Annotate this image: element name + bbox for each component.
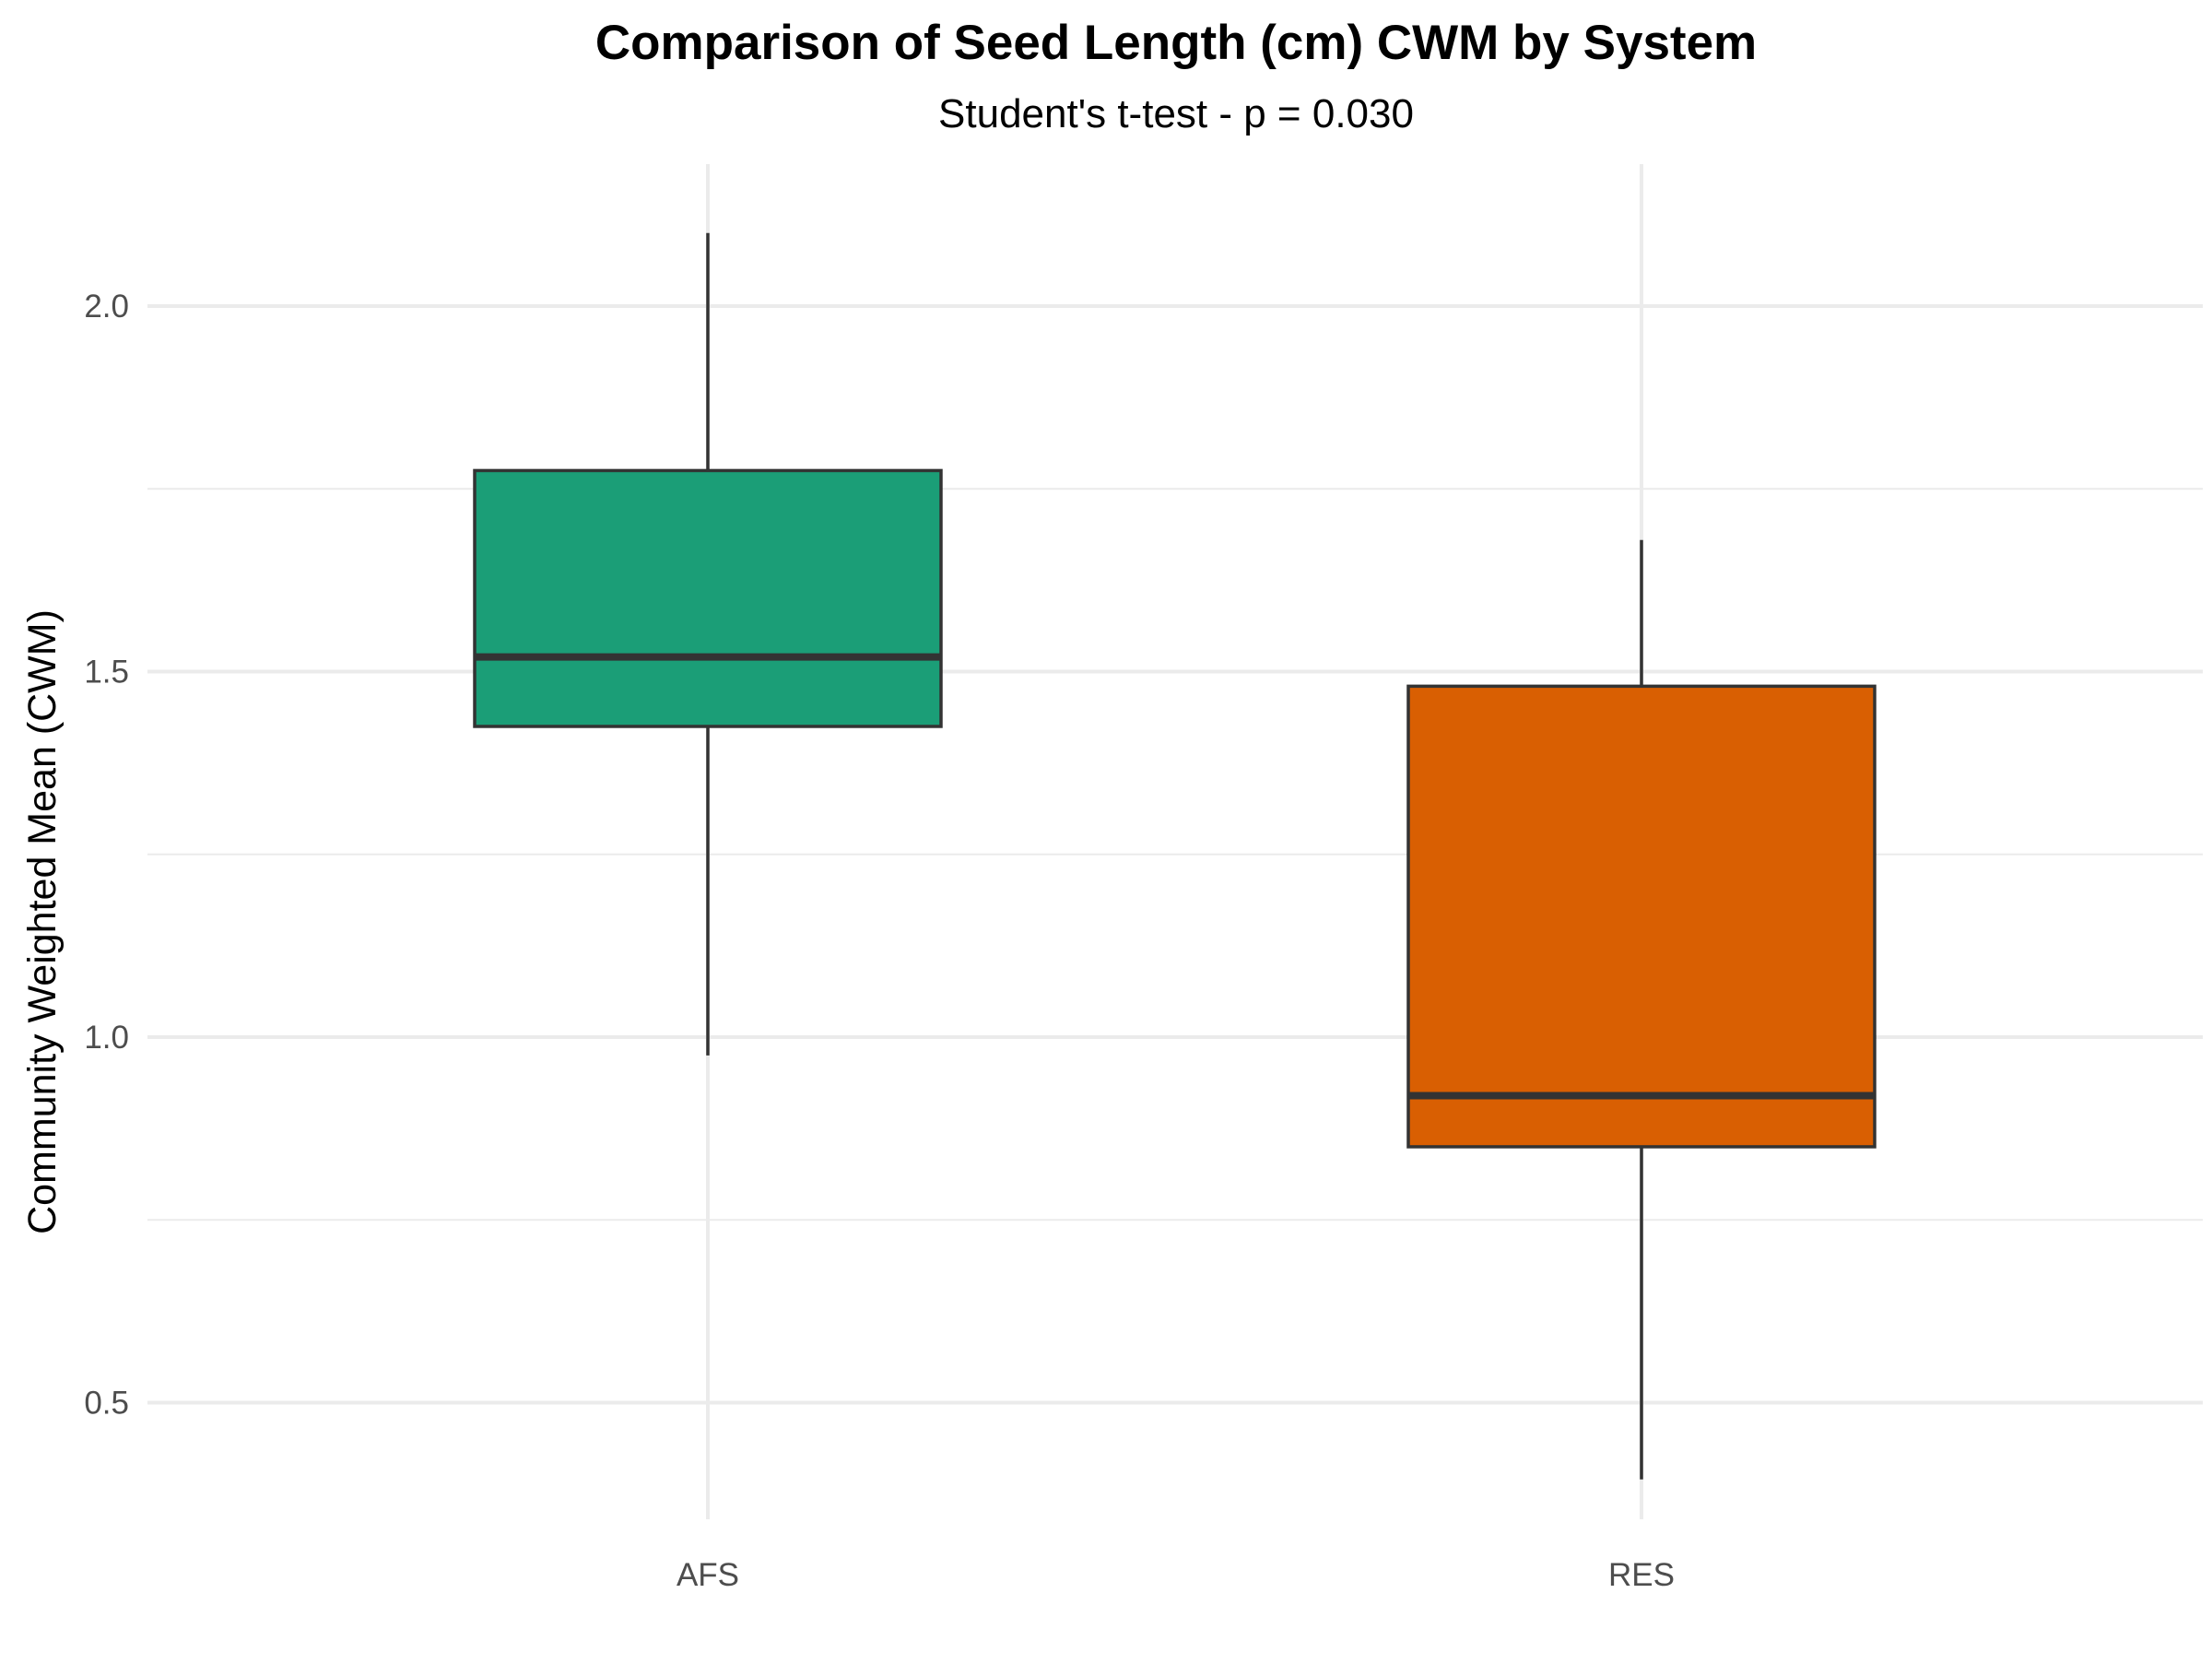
grid-lines xyxy=(147,164,2203,1519)
y-tick-label: 1.5 xyxy=(84,655,129,690)
boxes xyxy=(473,232,1877,1480)
x-tick-label: RES xyxy=(1608,1557,1675,1593)
iqr-box xyxy=(1406,684,1877,1149)
box-afs xyxy=(473,232,943,1056)
y-tick-label: 1.0 xyxy=(84,1020,129,1056)
y-tick-label: 2.0 xyxy=(84,289,129,325)
iqr-box xyxy=(473,468,943,728)
x-tick-label: AFS xyxy=(677,1557,739,1593)
box-res xyxy=(1406,539,1877,1480)
y-tick-label: 0.5 xyxy=(84,1386,129,1422)
y-axis-label: Community Weighted Mean (CWM) xyxy=(20,609,65,1234)
chart-subtitle: Student's t-test - p = 0.030 xyxy=(938,91,1414,136)
tick-labels: 0.5 1.0 1.5 2.0 AFS RES xyxy=(84,289,1675,1593)
chart-title: Comparison of Seed Length (cm) CWM by Sy… xyxy=(595,16,1757,70)
